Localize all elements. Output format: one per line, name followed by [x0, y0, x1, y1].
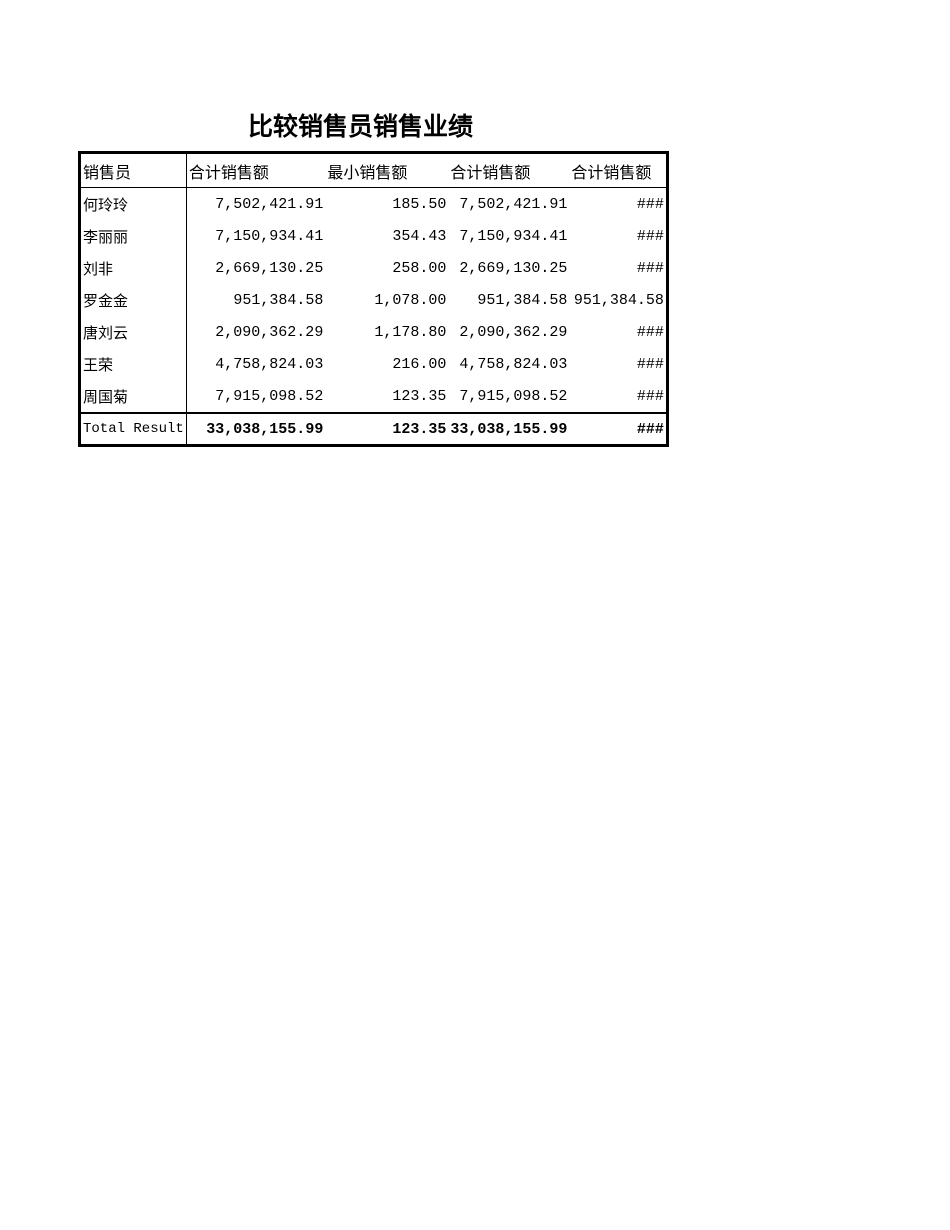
- total-sales-cell: 2,090,362.29: [215, 323, 324, 341]
- min-sales-cell: 123.35: [392, 387, 447, 405]
- total-sales-2-cell: 4,758,824.03: [459, 355, 568, 373]
- total-sales-2-sum-cell: 33,038,155.99: [448, 412, 570, 446]
- min-sales-sum-cell: 123.35: [325, 412, 449, 446]
- min-sales-cell: 216.00: [392, 355, 447, 373]
- min-sales-cell: 354.43: [392, 227, 447, 245]
- total-label-cell: Total Result: [79, 412, 187, 446]
- total-sales-2-cell: 2,090,362.29: [459, 323, 568, 341]
- table-row: 王荣 4,758,824.03 216.00 4,758,824.03 ###: [79, 348, 668, 380]
- total-sales-2-cell: 7,502,421.91: [459, 195, 568, 213]
- salesperson-name-cell: 王荣: [79, 348, 187, 380]
- total-sales-2-cell: 951,384.58: [477, 291, 568, 309]
- sales-pivot-table: 销售员 合计销售额 最小销售额 合计销售额 合计销售额 何玲玲 7,502,42…: [78, 151, 669, 447]
- total-sales-cell: 2,669,130.25: [215, 259, 324, 277]
- total-sales-3-cell: ###: [636, 387, 664, 405]
- total-sales-3-cell: ###: [636, 259, 664, 277]
- total-sales-sum-cell: 33,038,155.99: [186, 412, 326, 446]
- table-row: 唐刘云 2,090,362.29 1,178.80 2,090,362.29 #…: [79, 316, 668, 348]
- total-sales-3-cell: ###: [636, 195, 664, 213]
- min-sales-cell: 185.50: [392, 195, 447, 213]
- total-sales-cell: 4,758,824.03: [215, 355, 324, 373]
- table-row: 李丽丽 7,150,934.41 354.43 7,150,934.41 ###: [79, 220, 668, 252]
- table-row: 周国菊 7,915,098.52 123.35 7,915,098.52 ###: [79, 380, 668, 413]
- table-row: 刘非 2,669,130.25 258.00 2,669,130.25 ###: [79, 252, 668, 284]
- total-sales-cell: 951,384.58: [233, 291, 324, 309]
- total-sales-3-cell: ###: [636, 323, 664, 341]
- min-sales-cell: 1,078.00: [374, 291, 447, 309]
- salesperson-name-cell: 李丽丽: [79, 220, 187, 252]
- table-row: 何玲玲 7,502,421.91 185.50 7,502,421.91 ###: [79, 187, 668, 220]
- header-row: 销售员 合计销售额 最小销售额 合计销售额 合计销售额: [79, 152, 668, 188]
- min-sales-cell: 258.00: [392, 259, 447, 277]
- salesperson-name-cell: 何玲玲: [79, 187, 187, 220]
- page-title: 比较销售员销售业绩: [247, 114, 473, 143]
- total-sales-cell: 7,502,421.91: [215, 195, 324, 213]
- total-sales-cell: 7,150,934.41: [215, 227, 324, 245]
- salesperson-name-cell: 罗金金: [79, 284, 187, 316]
- total-sales-3-cell: ###: [636, 227, 664, 245]
- table-row: 罗金金 951,384.58 1,078.00 951,384.58 951,3…: [79, 284, 668, 316]
- header-total-sales-3: 合计销售额: [569, 152, 668, 188]
- header-total-sales-2: 合计销售额: [448, 152, 570, 188]
- salesperson-name-cell: 刘非: [79, 252, 187, 284]
- total-sales-cell: 7,915,098.52: [215, 387, 324, 405]
- total-sales-2-cell: 7,915,098.52: [459, 387, 568, 405]
- min-sales-cell: 1,178.80: [374, 323, 447, 341]
- total-sales-2-cell: 2,669,130.25: [459, 259, 568, 277]
- salesperson-name-cell: 唐刘云: [79, 316, 187, 348]
- total-sales-3-cell: 951,384.58: [573, 291, 664, 309]
- header-salesperson: 销售员: [79, 152, 187, 188]
- total-row: Total Result 33,038,155.99 123.35 33,038…: [79, 412, 668, 446]
- total-sales-2-cell: 7,150,934.41: [459, 227, 568, 245]
- salesperson-name-cell: 周国菊: [79, 380, 187, 413]
- total-sales-3-cell: ###: [636, 355, 664, 373]
- header-total-sales: 合计销售额: [186, 152, 326, 188]
- header-min-sales: 最小销售额: [325, 152, 449, 188]
- total-sales-3-sum-cell: ###: [569, 412, 668, 446]
